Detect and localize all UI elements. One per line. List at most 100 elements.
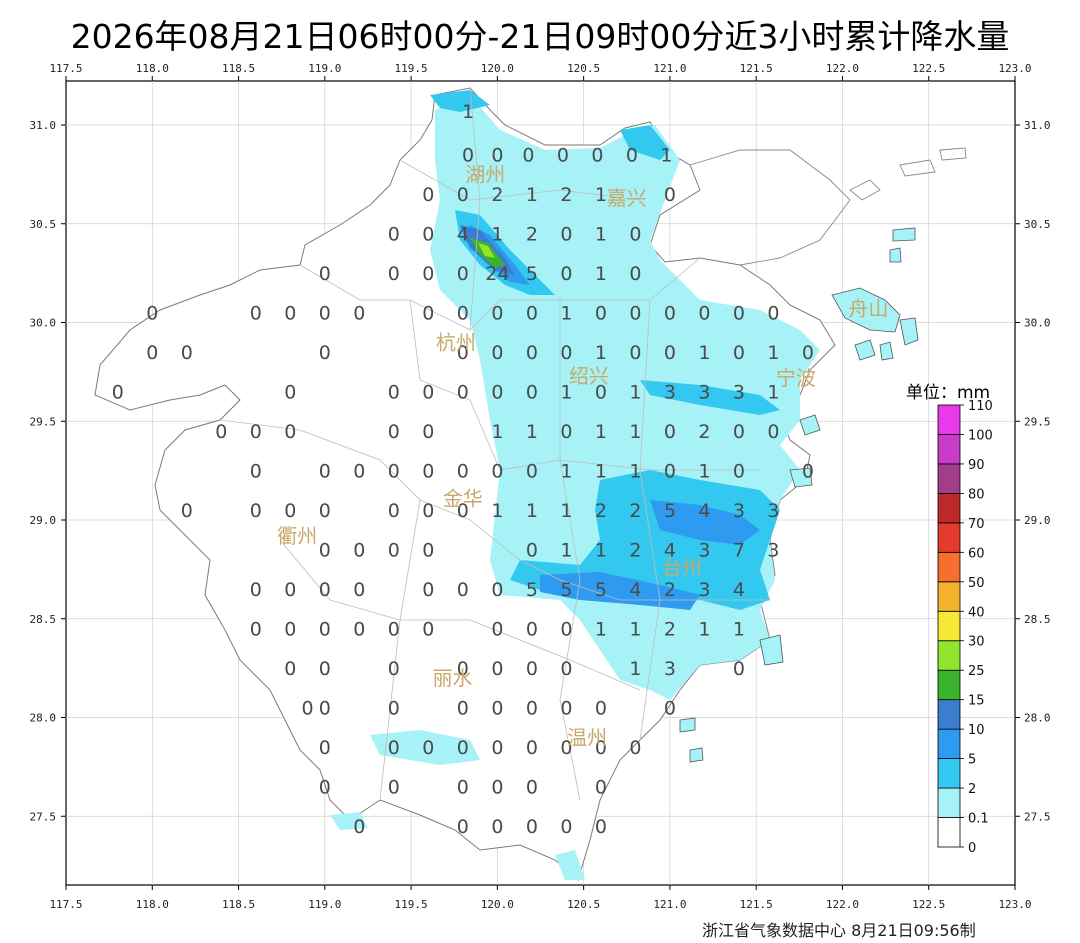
station-value: 0 xyxy=(422,184,434,206)
station-value: 0 xyxy=(457,263,469,285)
legend-label: 70 xyxy=(968,517,985,532)
city-label: 嘉兴 xyxy=(607,186,647,210)
axis-ticks: 117.5 117.5 118.0 118.0 118.5 118.5 119.0 119.0… xyxy=(30,62,1051,911)
station-value: 2 xyxy=(526,224,538,246)
station-value: 0 xyxy=(181,500,193,522)
legend-swatch xyxy=(937,787,961,818)
station-value: 2 xyxy=(664,619,676,641)
station-value: 4 xyxy=(664,540,676,562)
station-value: 0 xyxy=(664,421,676,443)
station-value: 0 xyxy=(319,658,331,680)
station-value: 1 xyxy=(733,619,745,641)
station-value: 0 xyxy=(422,500,434,522)
station-value: 2 xyxy=(491,184,503,206)
station-value: 0 xyxy=(457,816,469,838)
station-value: 0 xyxy=(319,342,331,364)
station-value: 0 xyxy=(319,500,331,522)
legend-label: 15 xyxy=(968,694,985,709)
lon-tick-label-bottom: 123.0 xyxy=(998,898,1031,911)
map-title: 2026年08月21日06时00分-21日09时00分近3小时累计降水量 xyxy=(70,17,1010,56)
station-value: 0 xyxy=(457,184,469,206)
lon-tick-label-top: 120.5 xyxy=(567,62,600,75)
lon-tick-label-bottom: 120.5 xyxy=(567,898,600,911)
rain-area xyxy=(620,125,670,160)
city-label: 台州 xyxy=(662,555,702,579)
station-value: 3 xyxy=(767,540,779,562)
rain-area xyxy=(555,850,585,880)
station-value: 0 xyxy=(319,619,331,641)
legend-label: 90 xyxy=(968,458,985,473)
station-value: 0 xyxy=(284,382,296,404)
station-value: 0 xyxy=(388,619,400,641)
city-label: 湖州 xyxy=(465,162,505,186)
station-value: 0 xyxy=(388,263,400,285)
shanghai-coast xyxy=(689,147,967,266)
station-value: 0 xyxy=(215,421,227,443)
station-value: 0 xyxy=(422,737,434,759)
station-value: 5 xyxy=(664,500,676,522)
station-value: 0 xyxy=(629,303,641,325)
legend-swatch xyxy=(937,669,961,701)
lon-tick-label-top: 118.5 xyxy=(222,62,255,75)
legend-swatch xyxy=(937,610,961,642)
station-value: 3 xyxy=(664,658,676,680)
station-value: 0 xyxy=(388,224,400,246)
station-value: 0 xyxy=(526,342,538,364)
station-value: 0 xyxy=(422,224,434,246)
legend-label: 2 xyxy=(968,782,976,797)
station-value: 1 xyxy=(526,421,538,443)
city-label: 杭州 xyxy=(436,330,476,354)
station-value: 2 xyxy=(698,421,710,443)
lon-tick-label-top: 123.0 xyxy=(998,62,1031,75)
lon-tick-label-bottom: 119.5 xyxy=(395,898,428,911)
station-value: 0 xyxy=(388,698,400,720)
lat-tick-label-left: 31.0 xyxy=(30,119,57,132)
station-value: 5 xyxy=(560,579,572,601)
station-value: 0 xyxy=(526,698,538,720)
lon-tick-label-bottom: 121.0 xyxy=(653,898,686,911)
station-value: 0 xyxy=(250,461,262,483)
lon-tick-label-bottom: 122.0 xyxy=(826,898,859,911)
station-value: 0 xyxy=(733,658,745,680)
lat-tick-label-right: 30.5 xyxy=(1024,218,1051,231)
station-value: 0 xyxy=(319,777,331,799)
rain-area xyxy=(370,730,480,765)
station-value: 0 xyxy=(664,461,676,483)
station-value: 0 xyxy=(526,461,538,483)
legend-swatch xyxy=(937,434,961,465)
station-value: 0 xyxy=(146,342,158,364)
station-value: 5 xyxy=(595,579,607,601)
station-value: 0 xyxy=(767,303,779,325)
lat-tick-label-right: 29.5 xyxy=(1024,415,1051,428)
legend-swatch xyxy=(937,699,961,730)
station-value: 0 xyxy=(457,461,469,483)
station-value: 0 xyxy=(353,619,365,641)
station-value: 1 xyxy=(491,421,503,443)
station-value: 0 xyxy=(250,619,262,641)
station-value: 1 xyxy=(767,382,779,404)
lat-tick-label-left: 27.5 xyxy=(30,810,57,823)
rain-area xyxy=(330,812,368,830)
station-value: 0 xyxy=(319,579,331,601)
station-value: 5 xyxy=(526,263,538,285)
lat-tick-label-right: 27.5 xyxy=(1024,810,1051,823)
station-value: 0 xyxy=(491,816,503,838)
station-value: 0 xyxy=(560,342,572,364)
station-value: 0 xyxy=(491,777,503,799)
legend-label: 60 xyxy=(968,546,985,561)
station-value: 2 xyxy=(629,540,641,562)
lon-tick-label-bottom: 117.5 xyxy=(49,898,82,911)
station-value: 0 xyxy=(302,698,314,720)
station-value: 0 xyxy=(560,658,572,680)
station-value: 0 xyxy=(698,303,710,325)
station-value: 0 xyxy=(353,303,365,325)
county-boundaries xyxy=(219,87,770,801)
lon-tick-label-bottom: 118.0 xyxy=(136,898,169,911)
station-value: 2 xyxy=(560,184,572,206)
legend-swatch xyxy=(937,817,961,848)
station-value: 4 xyxy=(733,579,745,601)
station-value: 3 xyxy=(733,500,745,522)
station-value: 1 xyxy=(698,461,710,483)
station-value: 0 xyxy=(284,619,296,641)
